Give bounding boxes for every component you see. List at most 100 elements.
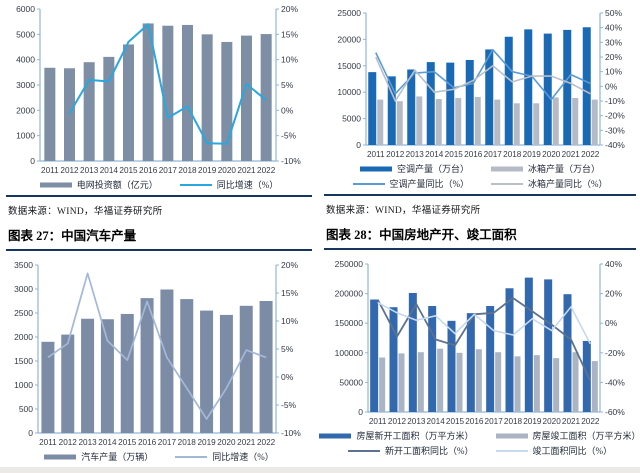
svg-text:2022: 2022 xyxy=(257,166,276,175)
legend-label: 汽车产量（万辆） xyxy=(81,452,154,462)
legend-item: 房屋竣工面积（万平方米） xyxy=(495,429,640,442)
svg-text:-40%: -40% xyxy=(605,377,625,387)
legend-item: 冰箱产量（万台） xyxy=(491,162,600,175)
svg-text:-5%: -5% xyxy=(281,400,297,410)
svg-text:0: 0 xyxy=(28,428,33,438)
legend-label: 同比增速（%） xyxy=(212,452,274,462)
divider-line xyxy=(324,194,636,196)
svg-text:2017: 2017 xyxy=(484,150,503,159)
legend-bar-swatch xyxy=(359,166,392,171)
legend-label: 竣工面积同比（%） xyxy=(532,446,613,456)
svg-text:2019: 2019 xyxy=(523,417,542,426)
svg-text:0%: 0% xyxy=(605,318,618,328)
legend-item: 空调产量同比（%） xyxy=(352,177,470,190)
svg-text:0: 0 xyxy=(356,140,361,150)
svg-text:2016: 2016 xyxy=(138,438,157,447)
svg-text:-10%: -10% xyxy=(605,96,625,106)
svg-text:-20%: -20% xyxy=(605,348,625,358)
svg-text:3000: 3000 xyxy=(14,284,33,294)
legend-label: 空调产量同比（%） xyxy=(389,179,470,189)
svg-text:2019: 2019 xyxy=(198,166,217,175)
svg-text:30%: 30% xyxy=(605,37,622,47)
legend-row: 房屋新开工面积（万平方米） 房屋竣工面积（万平方米） xyxy=(319,429,640,442)
svg-text:2021: 2021 xyxy=(562,417,581,426)
svg-text:2011: 2011 xyxy=(369,417,387,426)
legend-label: 同比增速（%） xyxy=(216,180,279,190)
svg-text:-20%: -20% xyxy=(605,111,625,121)
svg-text:2020: 2020 xyxy=(543,417,562,426)
svg-text:50000: 50000 xyxy=(339,377,363,387)
svg-text:2017: 2017 xyxy=(485,417,504,426)
figure-28-title: 图表 28：中国房地产开、竣工面积 xyxy=(326,228,517,242)
svg-text:2015: 2015 xyxy=(446,417,465,426)
svg-text:-10%: -10% xyxy=(281,428,301,438)
svg-text:2016: 2016 xyxy=(139,166,158,175)
svg-text:2012: 2012 xyxy=(386,150,405,159)
svg-text:2014: 2014 xyxy=(425,150,444,159)
right-column: 0 5000 10000 15000 20000 25000 -40% -30% -20% -10… xyxy=(319,0,640,466)
svg-text:250000: 250000 xyxy=(335,259,364,269)
legend-label: 冰箱产量（万台） xyxy=(528,164,601,174)
svg-text:20%: 20% xyxy=(281,4,298,14)
legend-line-swatch xyxy=(352,182,385,185)
legend-label: 新开工面积同比（%） xyxy=(385,446,474,456)
svg-text:2011: 2011 xyxy=(41,166,59,175)
divider-line xyxy=(6,195,312,197)
svg-text:2013: 2013 xyxy=(80,166,99,175)
legend-item: 同比增速（%） xyxy=(179,178,279,191)
svg-text:4000: 4000 xyxy=(16,55,35,65)
svg-text:-40%: -40% xyxy=(605,140,625,150)
chart-appliance-output: 0 5000 10000 15000 20000 25000 -40% -30% -20% -10… xyxy=(337,8,625,159)
svg-text:2018: 2018 xyxy=(504,417,523,426)
svg-text:0: 0 xyxy=(30,156,35,166)
legend-label: 房屋新开工面积（万平方米） xyxy=(356,431,474,441)
svg-text:2017: 2017 xyxy=(158,438,177,447)
svg-text:2020: 2020 xyxy=(218,166,237,175)
legend-item: 同比增速（%） xyxy=(175,450,274,463)
svg-text:2000: 2000 xyxy=(14,332,33,342)
svg-text:2000: 2000 xyxy=(16,105,35,115)
svg-text:1000: 1000 xyxy=(16,131,35,141)
legend-label: 空调产量（万台） xyxy=(396,164,469,174)
legend-line-swatch xyxy=(491,182,523,185)
svg-text:2020: 2020 xyxy=(217,438,236,447)
svg-text:100000: 100000 xyxy=(335,348,364,358)
svg-text:2016: 2016 xyxy=(464,150,483,159)
svg-text:2013: 2013 xyxy=(406,150,425,159)
svg-text:10%: 10% xyxy=(281,316,298,326)
svg-text:2012: 2012 xyxy=(59,438,78,447)
svg-text:2019: 2019 xyxy=(197,438,216,447)
svg-text:1000: 1000 xyxy=(14,380,33,390)
svg-text:2013: 2013 xyxy=(78,438,97,447)
legend-label: 电网投资额（亿元） xyxy=(76,180,158,190)
svg-text:500: 500 xyxy=(19,404,33,414)
chart-grid-investment: 0 1000 2000 3000 4000 5000 6000 -10% -5% 0% 5% 10% 1… xyxy=(16,4,301,175)
svg-text:2011: 2011 xyxy=(367,150,385,159)
svg-text:2014: 2014 xyxy=(427,417,446,426)
svg-text:2022: 2022 xyxy=(581,150,600,159)
svg-text:0%: 0% xyxy=(281,105,294,115)
svg-text:15%: 15% xyxy=(281,29,298,39)
legend-row: 新开工面积同比（%） 竣工面积同比（%） xyxy=(348,444,612,457)
svg-text:2014: 2014 xyxy=(98,438,117,447)
legend-row: 空调产量（万台） 冰箱产量（万台） xyxy=(359,162,600,175)
legend-line-swatch xyxy=(179,183,212,186)
svg-text:5%: 5% xyxy=(281,344,294,354)
svg-text:50%: 50% xyxy=(605,8,622,18)
svg-text:20%: 20% xyxy=(605,289,622,299)
legend-auto-output: 汽车产量（万辆） 同比增速（%） xyxy=(6,448,312,466)
svg-text:2018: 2018 xyxy=(503,150,522,159)
svg-text:2012: 2012 xyxy=(60,166,79,175)
svg-text:10%: 10% xyxy=(605,67,622,77)
svg-text:20%: 20% xyxy=(281,260,298,270)
svg-text:2011: 2011 xyxy=(39,438,57,447)
svg-text:2500: 2500 xyxy=(14,308,33,318)
svg-text:3000: 3000 xyxy=(16,80,35,90)
chart-real-estate: 0 50000 100000 150000 200000 250000 -60% -40% -2… xyxy=(335,259,626,426)
svg-text:2015: 2015 xyxy=(445,150,464,159)
svg-text:40%: 40% xyxy=(605,259,622,269)
legend-row: 空调产量同比（%） 冰箱产量同比（%） xyxy=(352,177,608,190)
legend-item: 空调产量（万台） xyxy=(359,162,469,175)
svg-text:2015: 2015 xyxy=(119,166,138,175)
